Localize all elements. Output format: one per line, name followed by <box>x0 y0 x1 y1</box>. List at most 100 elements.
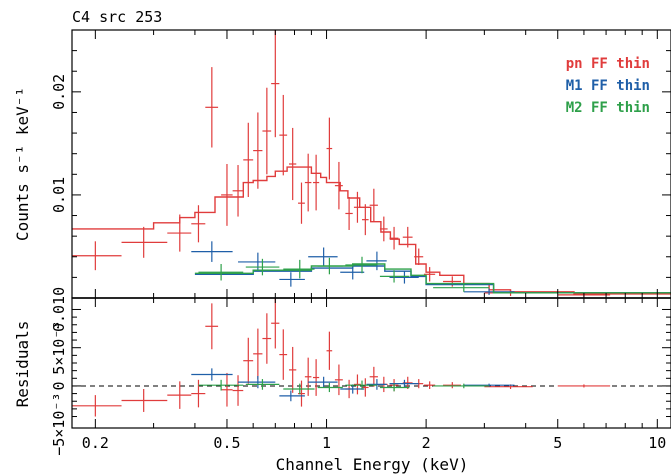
legend: pn FF thin M1 FF thin M2 FF thin <box>566 56 650 116</box>
pn-data-point <box>253 112 263 189</box>
pn-residual-point <box>423 381 436 389</box>
pn-residual-point <box>262 313 272 364</box>
m2-data-point <box>245 258 280 276</box>
pn-residual-point <box>443 382 462 389</box>
m2-residual-point <box>245 379 280 390</box>
pn-data-point <box>312 154 320 211</box>
pn-data-point <box>121 226 168 258</box>
pn-data-point <box>271 30 280 138</box>
m1-data-point <box>238 252 276 272</box>
residual-panel <box>72 298 671 417</box>
pn-residual-point <box>334 364 343 396</box>
m2-residual-point <box>198 379 244 391</box>
top-panel <box>72 30 671 297</box>
pn-data-point <box>232 165 244 217</box>
pn-data-point <box>362 204 369 236</box>
m2-model-line <box>194 263 671 294</box>
m1-data-point <box>340 265 365 280</box>
pn-residual-point <box>205 303 219 350</box>
legend-entry-m1: M1 FF thin <box>566 78 650 94</box>
x-tick-label: 5 <box>553 434 562 452</box>
residual-y-tick-label: −5×10⁻³ <box>50 393 68 456</box>
m1-data-point <box>463 288 515 295</box>
pn-data-point <box>298 182 305 224</box>
pn-data-point <box>379 216 388 242</box>
pn-residual-point <box>298 380 305 407</box>
pn-residual-point <box>353 374 361 395</box>
top-y-tick-label: 0.01 <box>50 177 68 213</box>
pn-data-point <box>402 226 413 248</box>
top-y-axis-label: Counts s⁻¹ keV⁻¹ <box>13 87 32 241</box>
pn-data-point <box>262 87 272 175</box>
pn-residual-point <box>121 389 168 412</box>
m2-residual-point <box>317 382 343 393</box>
pn-residual-point <box>243 337 254 384</box>
pn-data-point <box>414 248 424 266</box>
pn-data-point <box>191 205 206 243</box>
pn-data-point <box>334 161 343 210</box>
top-y-tick-label: 0.02 <box>50 74 68 110</box>
m1-data-point <box>366 251 387 271</box>
m1-residual-point <box>191 368 233 381</box>
m1-residual-point <box>366 379 387 390</box>
pn-data-point <box>345 196 353 230</box>
pn-data-point <box>304 153 312 212</box>
residual-y-axis-label: Residuals <box>13 321 32 408</box>
residual-panel-frame <box>71 297 671 429</box>
residual-y-tick-label: 0.010 <box>50 287 68 332</box>
m1-data-point <box>191 241 233 262</box>
m2-data-point <box>283 259 315 279</box>
pn-residual-point <box>72 395 122 417</box>
pn-data-point <box>423 267 436 282</box>
m1-residual-point <box>279 390 305 402</box>
m2-residual-point <box>379 383 410 392</box>
m1-residual-point <box>238 376 276 389</box>
residual-y-tick-label: 0 <box>50 381 68 390</box>
m2-residual-point <box>283 383 315 395</box>
chart-title: C4 src 253 <box>72 8 162 26</box>
m2-data-point <box>433 283 490 292</box>
x-tick-label: 2 <box>422 434 431 452</box>
pn-residual-point <box>232 375 244 406</box>
x-tick-label: 0.2 <box>82 434 109 452</box>
pn-residual-point <box>167 381 192 409</box>
legend-entry-m2: M2 FF thin <box>566 100 650 116</box>
x-tick-label: 1 <box>322 434 331 452</box>
pn-residual-point <box>288 346 297 393</box>
pn-model-line <box>72 166 671 295</box>
pn-data-point <box>279 94 288 176</box>
m1-data-point <box>279 272 305 287</box>
pn-data-point <box>243 122 254 197</box>
pn-residual-point <box>271 298 280 349</box>
m2-residual-point <box>433 383 490 389</box>
m1-residual-point <box>340 384 365 394</box>
pn-data-point <box>353 191 361 223</box>
pn-data-point <box>288 127 297 201</box>
pn-residual-point <box>191 379 206 408</box>
m2-data-point <box>345 256 377 274</box>
m1-residual-point <box>308 376 338 388</box>
m2-residual-point <box>345 380 377 390</box>
m2-data-point <box>317 257 343 275</box>
m2-data-point <box>379 270 410 283</box>
pn-residual-point <box>557 384 611 388</box>
pn-data-point <box>72 241 122 271</box>
pn-residual-point <box>221 372 233 407</box>
pn-residual-point <box>304 357 312 396</box>
pn-data-point <box>389 226 399 250</box>
pn-residual-point <box>279 329 288 380</box>
pn-residual-point <box>369 366 378 387</box>
m1-data-point <box>308 247 338 267</box>
x-tick-label: 10 <box>648 434 666 452</box>
pn-data-point <box>326 117 333 180</box>
m2-data-point <box>198 263 244 281</box>
pn-residual-point <box>253 328 263 380</box>
pn-residual-point <box>362 378 369 397</box>
pn-data-point <box>221 164 233 226</box>
pn-data-point <box>369 188 378 222</box>
pn-residual-point <box>326 331 333 370</box>
residual-y-tick-label: 5×10⁻³ <box>50 321 68 375</box>
x-axis-label: Channel Energy (keV) <box>276 455 469 474</box>
